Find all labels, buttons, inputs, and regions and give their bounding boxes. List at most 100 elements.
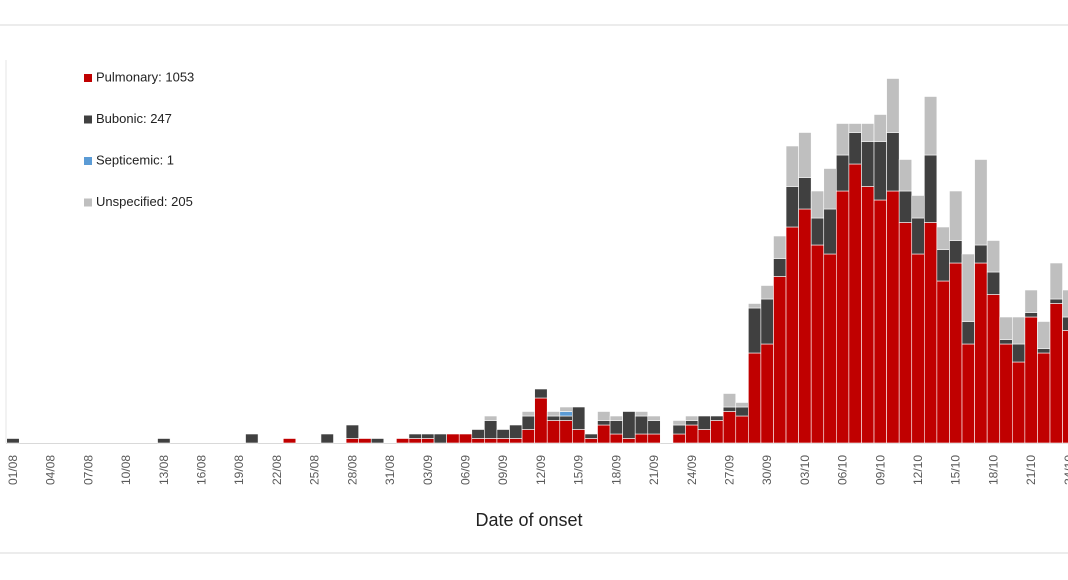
bar-segment (521, 415, 535, 430)
legend-label: Bubonic: 247 (96, 111, 172, 126)
bar-segment (836, 123, 850, 156)
bar-segment (748, 307, 762, 354)
bar-segment (634, 433, 649, 444)
bar-segment (936, 280, 950, 444)
bar-segment (924, 222, 938, 444)
bar-segment (634, 411, 649, 417)
bar-segment (886, 78, 900, 133)
bar-segment (722, 406, 737, 412)
bar-segment (760, 285, 774, 300)
bar-segment (773, 235, 787, 259)
bar-segment (484, 420, 498, 439)
bar-segment (396, 438, 410, 444)
legend-swatch (84, 74, 92, 82)
bar-segment (823, 168, 837, 210)
x-tick-label: 22/08 (270, 455, 284, 485)
x-tick-label: 28/08 (345, 455, 359, 485)
bar-segment (622, 438, 636, 444)
bar-segment (999, 339, 1013, 345)
bar-segment (911, 217, 925, 255)
bar-segment (484, 438, 498, 444)
bar-segment (408, 438, 422, 444)
bar-segment (961, 253, 975, 322)
bar-segment (1024, 289, 1038, 313)
x-tick-label: 24/10 (1062, 455, 1068, 485)
bar-segment (546, 420, 561, 444)
bar-segment (785, 186, 799, 228)
bar-segment (622, 411, 636, 439)
bar-segment (647, 420, 661, 435)
bar-segment (798, 132, 812, 178)
x-tick-label: 01/08 (6, 455, 20, 485)
bar-segment (861, 141, 875, 187)
bar-segment (546, 415, 561, 421)
bar-segment (157, 438, 171, 444)
bar-segment (320, 433, 334, 444)
bar-segment (748, 352, 762, 444)
bar-segment (471, 438, 485, 444)
x-tick-label: 07/08 (81, 455, 95, 485)
bar-segment (572, 406, 586, 430)
bar-segment (773, 258, 787, 277)
x-tick-label: 03/10 (798, 455, 812, 485)
legend-swatch (84, 157, 92, 165)
x-tick-label: 27/09 (722, 455, 736, 485)
bar-segment (572, 429, 586, 444)
bar-segment (886, 190, 900, 444)
bar-segment (685, 420, 699, 426)
bar-segment (798, 208, 812, 444)
bar-segment (873, 141, 887, 201)
bar-segment (672, 420, 686, 426)
legend-swatch (84, 115, 92, 124)
bar-segment (785, 145, 799, 187)
bar-segment (949, 240, 963, 264)
bar-segment (634, 415, 649, 435)
bar-segment (710, 415, 724, 421)
bar-segment (496, 438, 510, 444)
bar-segment (760, 298, 774, 345)
bar-segment (1062, 289, 1068, 318)
bar-segment (609, 433, 623, 444)
bar-segment (798, 177, 812, 210)
bar-segment (345, 424, 359, 439)
bar-segment (1037, 352, 1051, 444)
bar-segment (848, 163, 862, 444)
bar-segment (534, 388, 548, 399)
bar-segment (433, 433, 447, 444)
bar-segment (609, 420, 623, 435)
legend-label: Septicemic: 1 (96, 152, 174, 167)
x-tick-label: 19/08 (232, 455, 246, 485)
bar-segment (647, 415, 661, 421)
x-tick-label: 15/09 (572, 455, 586, 485)
bar-segment (898, 190, 913, 223)
x-tick-label: 06/10 (836, 455, 850, 485)
bar-segment (748, 303, 762, 309)
bar-segment (722, 393, 737, 408)
bar-segment (534, 397, 548, 444)
bar-segment (949, 262, 963, 444)
bar-segment (961, 343, 975, 444)
bar-segment (861, 186, 875, 444)
bar-segment (823, 253, 837, 444)
bar-segment (559, 415, 573, 421)
x-tick-label: 18/09 (609, 455, 623, 485)
bar-segment (458, 433, 473, 444)
bar-segment (722, 411, 737, 444)
bar-segment (597, 411, 611, 421)
x-tick-label: 13/08 (157, 455, 171, 485)
x-tick-label: 09/09 (496, 455, 510, 485)
bar-segment (999, 316, 1013, 340)
bar-segment (685, 415, 699, 421)
bar-segment (245, 433, 259, 444)
bar-segment (974, 262, 988, 444)
legend-swatch (84, 198, 92, 207)
bar-segment (1049, 262, 1063, 300)
bar-segment (961, 321, 975, 345)
x-tick-label: 16/08 (195, 455, 209, 485)
bar-segment (471, 429, 485, 439)
bar-segment (760, 343, 774, 444)
bar-segment (936, 226, 950, 250)
bar-segment (446, 433, 460, 444)
bar-segment (898, 222, 913, 444)
x-axis-label: Date of onset (475, 510, 582, 530)
